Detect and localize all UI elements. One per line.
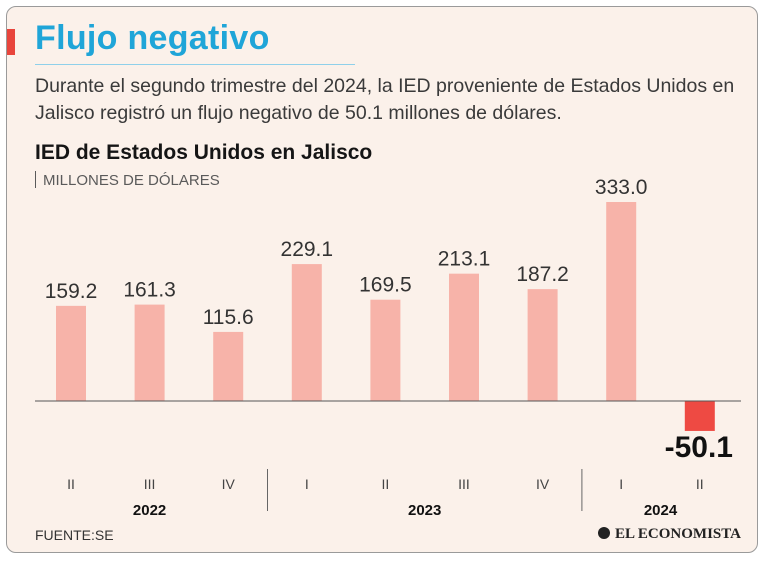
infographic-card: Flujo negativo Durante el segundo trimes… (6, 6, 758, 553)
logo-text: EL ECONOMISTA (615, 526, 741, 542)
bar-3 (291, 264, 322, 401)
year-label-2023: 2023 (408, 502, 441, 519)
quarter-tick-5: III (458, 476, 470, 492)
bar-2 (213, 331, 244, 401)
title-divider (35, 64, 355, 65)
bar-4 (370, 299, 401, 401)
unit-divider (35, 171, 36, 188)
data-label-4: 169.5 (359, 274, 412, 297)
source-note: FUENTE:SE (35, 527, 114, 543)
quarter-tick-0: II (67, 476, 75, 492)
data-label-2: 115.6 (203, 306, 254, 329)
chart-marks: 159.2II161.3III115.6IV229.1I169.5II213.1… (35, 176, 741, 519)
unit-label: MILLONES DE DÓLARES (35, 171, 220, 189)
data-label-3: 229.1 (281, 238, 334, 261)
data-label-5: 213.1 (438, 248, 491, 271)
quarter-tick-2: IV (222, 476, 236, 492)
title-accent-bar (7, 29, 15, 55)
quarter-tick-3: I (305, 476, 309, 492)
quarter-tick-7: I (619, 476, 623, 492)
data-label-8: -50.1 (665, 431, 733, 464)
quarter-tick-1: III (144, 476, 156, 492)
publisher-logo: EL ECONOMISTA (598, 526, 741, 543)
quarter-tick-6: IV (536, 476, 550, 492)
year-label-2022: 2022 (133, 502, 166, 519)
intro-text: Durante el segundo trimestre del 2024, l… (35, 75, 735, 124)
bar-7 (606, 202, 637, 401)
data-label-1: 161.3 (123, 279, 176, 302)
bar-0 (56, 305, 86, 401)
year-label-2024: 2024 (644, 502, 678, 519)
bar-6 (527, 289, 558, 401)
bar-8 (684, 401, 715, 431)
bar-1 (134, 304, 165, 401)
data-label-6: 187.2 (516, 263, 569, 286)
data-label-7: 333.0 (595, 176, 648, 199)
quarter-tick-8: II (696, 476, 704, 492)
unit-text: MILLONES DE DÓLARES (43, 172, 220, 189)
bar-chart: 159.2II161.3III115.6IV229.1I169.5II213.1… (35, 176, 741, 519)
page-title: Flujo negativo (35, 19, 270, 57)
logo-icon (598, 527, 610, 539)
chart-title: IED de Estados Unidos en Jalisco (35, 141, 373, 164)
data-label-0: 159.2 (45, 280, 98, 303)
bar-5 (449, 273, 479, 401)
quarter-tick-4: II (382, 476, 390, 492)
